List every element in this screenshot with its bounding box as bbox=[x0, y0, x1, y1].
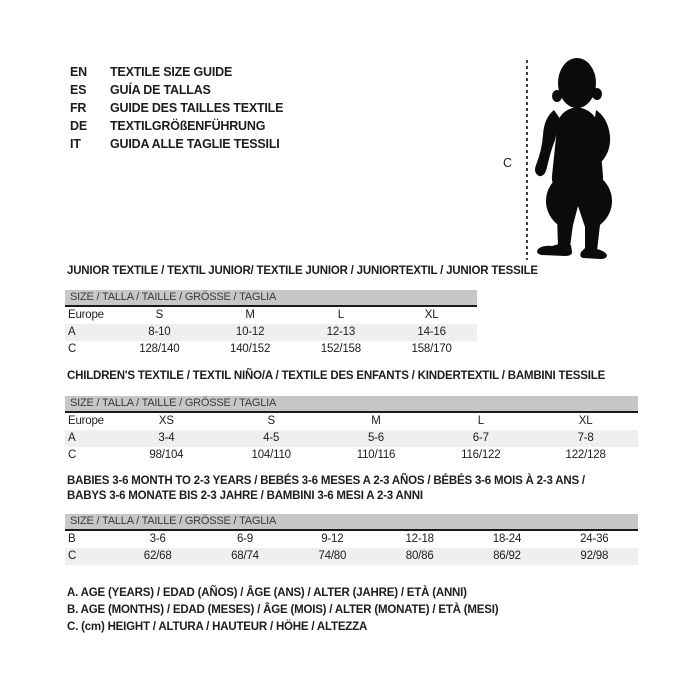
cell: 6-7 bbox=[472, 432, 489, 444]
cell: 80/86 bbox=[405, 550, 434, 562]
cell: 3-6 bbox=[149, 533, 166, 545]
language-label: GUÍA DE TALLAS bbox=[110, 83, 211, 97]
language-code: DE bbox=[70, 119, 87, 133]
row-label: Europe bbox=[68, 309, 104, 321]
cell: 116/122 bbox=[461, 449, 501, 461]
language-list: EN TEXTILE SIZE GUIDE ES GUÍA DE TALLAS … bbox=[70, 63, 283, 153]
cell: 68/74 bbox=[231, 550, 259, 562]
cell: XL bbox=[578, 415, 593, 427]
cell: 24-36 bbox=[580, 533, 609, 545]
size-band: SIZE / TALLA / TAILLE / GRÖSSE / TAGLIA bbox=[65, 290, 477, 307]
junior-table-title: JUNIOR TEXTILE / TEXTIL JUNIOR/ TEXTILE … bbox=[67, 265, 538, 277]
language-label: GUIDE DES TAILLES TEXTILE bbox=[110, 101, 284, 115]
language-row-en: EN TEXTILE SIZE GUIDE bbox=[70, 63, 283, 81]
row-label: A bbox=[68, 326, 76, 338]
cell: 4-5 bbox=[263, 432, 280, 444]
cell: 14-16 bbox=[417, 326, 446, 338]
language-row-de: DE TEXTILGRÖßENFÜHRUNG bbox=[70, 117, 283, 135]
cell: XS bbox=[158, 415, 174, 427]
cell: 152/158 bbox=[320, 343, 361, 355]
junior-table: SIZE / TALLA / TAILLE / GRÖSSE / TAGLIA … bbox=[65, 290, 477, 358]
cell: 62/68 bbox=[143, 550, 172, 562]
language-row-fr: FR GUIDE DES TAILLES TEXTILE bbox=[70, 99, 283, 117]
note-age-months: B. AGE (MONTHS) / EDAD (MESES) / ÂGE (MO… bbox=[67, 604, 499, 616]
cell: 12-18 bbox=[405, 533, 434, 545]
cell: XL bbox=[424, 309, 439, 321]
babies-table-title-line2: BABYS 3-6 MONATE BIS 2-3 JAHRE / BAMBINI… bbox=[67, 490, 423, 502]
children-table-title: CHILDREN'S TEXTILE / TEXTIL NIÑO/A / TEX… bbox=[67, 370, 606, 382]
note-height-cm: C. (cm) HEIGHT / ALTURA / HAUTEUR / HÖHE… bbox=[67, 621, 368, 633]
language-code: IT bbox=[70, 137, 81, 151]
row-label: C bbox=[68, 449, 77, 461]
cell: 104/110 bbox=[251, 449, 292, 461]
children-table: SIZE / TALLA / TAILLE / GRÖSSE / TAGLIA … bbox=[65, 396, 638, 464]
language-label: TEXTILE SIZE GUIDE bbox=[110, 65, 233, 79]
cell: 12-13 bbox=[326, 326, 356, 338]
table-row: C 98/104 104/110 110/116 116/122 122/128 bbox=[65, 447, 638, 464]
cell: 128/140 bbox=[139, 343, 180, 355]
table-row: Europe S M L XL bbox=[65, 307, 477, 324]
cell: 7-8 bbox=[577, 432, 594, 444]
size-band: SIZE / TALLA / TAILLE / GRÖSSE / TAGLIA bbox=[65, 514, 638, 531]
cell: 92/98 bbox=[580, 550, 609, 562]
table-row: Europe XS S M L XL bbox=[65, 413, 638, 430]
babies-table: SIZE / TALLA / TAILLE / GRÖSSE / TAGLIA … bbox=[65, 514, 638, 565]
language-code: ES bbox=[70, 83, 87, 97]
language-label: TEXTILGRÖßENFÜHRUNG bbox=[110, 119, 266, 133]
language-code: EN bbox=[70, 65, 87, 79]
cell: 140/152 bbox=[230, 343, 271, 355]
size-band: SIZE / TALLA / TAILLE / GRÖSSE / TAGLIA bbox=[65, 396, 638, 413]
babies-table-title-line1: BABIES 3-6 MONTH TO 2-3 YEARS / BEBÉS 3-… bbox=[67, 475, 585, 487]
language-label: GUIDA ALLE TAGLIE TESSILI bbox=[110, 137, 280, 151]
table-row: C 62/68 68/74 74/80 80/86 86/92 92/98 bbox=[65, 548, 638, 565]
cell: L bbox=[477, 415, 484, 427]
legend-notes: A. AGE (YEARS) / EDAD (AÑOS) / ÂGE (ANS)… bbox=[67, 585, 499, 636]
cell: 86/92 bbox=[493, 550, 521, 562]
language-row-it: IT GUIDA ALLE TAGLIE TESSILI bbox=[70, 135, 283, 153]
cell: 122/128 bbox=[565, 449, 606, 461]
table-row: C 128/140 140/152 152/158 158/170 bbox=[65, 341, 477, 358]
height-measure-label: C bbox=[503, 156, 512, 170]
cell: 8-10 bbox=[148, 326, 171, 338]
cell: 3-4 bbox=[158, 432, 175, 444]
row-label: A bbox=[68, 432, 76, 444]
height-measure-dashed-line bbox=[526, 60, 528, 260]
cell: 6-9 bbox=[236, 533, 253, 545]
language-row-es: ES GUÍA DE TALLAS bbox=[70, 81, 283, 99]
baby-silhouette-icon bbox=[535, 58, 612, 259]
cell: 18-24 bbox=[492, 533, 522, 545]
cell: M bbox=[245, 309, 255, 321]
cell: 10-12 bbox=[235, 326, 265, 338]
table-row: B 3-6 6-9 9-12 12-18 18-24 24-36 bbox=[65, 531, 638, 548]
row-label: Europe bbox=[68, 415, 104, 427]
row-label: C bbox=[68, 343, 77, 355]
table-row: A 8-10 10-12 12-13 14-16 bbox=[65, 324, 477, 341]
cell: 5-6 bbox=[367, 432, 384, 444]
cell: S bbox=[155, 309, 164, 321]
cell: M bbox=[371, 415, 381, 427]
cell: 98/104 bbox=[149, 449, 184, 461]
cell: 9-12 bbox=[321, 533, 344, 545]
cell: L bbox=[337, 309, 344, 321]
row-label: B bbox=[68, 533, 76, 545]
language-code: FR bbox=[70, 101, 87, 115]
note-age-years: A. AGE (YEARS) / EDAD (AÑOS) / ÂGE (ANS)… bbox=[67, 587, 467, 599]
cell: 158/170 bbox=[411, 343, 452, 355]
cell: S bbox=[267, 415, 275, 427]
cell: 74/80 bbox=[318, 550, 347, 562]
cell: 110/116 bbox=[356, 449, 396, 461]
row-label: C bbox=[68, 550, 77, 562]
table-row: A 3-4 4-5 5-6 6-7 7-8 bbox=[65, 430, 638, 447]
